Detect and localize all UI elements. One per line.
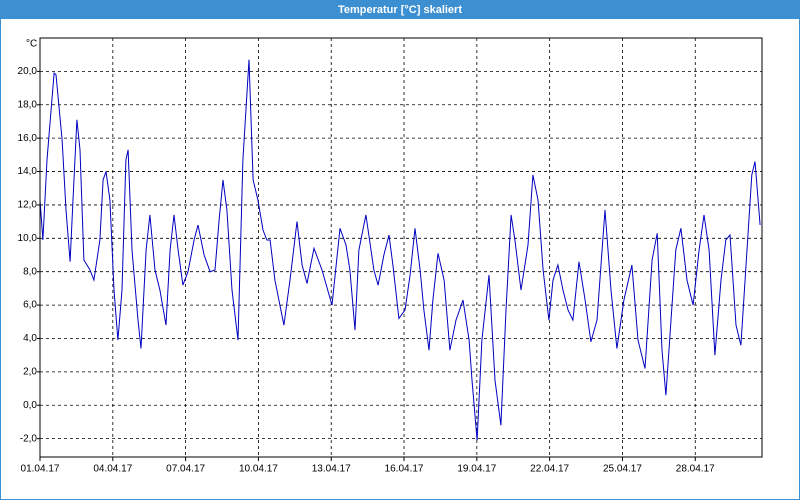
y-tick-label: 6,0: [23, 300, 37, 311]
y-tick-label: 20,0: [18, 66, 38, 77]
y-tick-label: 18,0: [18, 99, 38, 110]
y-tick-label: 14,0: [18, 166, 38, 177]
x-tick-label: 25.04.17: [603, 464, 642, 475]
x-tick-label: 22.04.17: [530, 464, 569, 475]
plot-border: [39, 37, 763, 458]
y-tick-label: 12,0: [18, 200, 38, 211]
line-series: [39, 59, 761, 441]
x-tick-label: 28.04.17: [676, 464, 715, 475]
chart-title: Temperatur [°C] skaliert: [1, 1, 799, 19]
y-tick-label: 2,0: [23, 367, 37, 378]
y-tick-label: 10,0: [18, 233, 38, 244]
plot-area: [40, 38, 762, 457]
y-tick-label: 0,0: [23, 400, 37, 411]
x-tick-label: 13.04.17: [312, 464, 351, 475]
x-tick-label: 04.04.17: [93, 464, 132, 475]
x-tick-label: 01.04.17: [21, 464, 60, 475]
y-tick-label: 16,0: [18, 133, 38, 144]
x-tick-label: 07.04.17: [166, 464, 205, 475]
x-tick-label: 19.04.17: [457, 464, 496, 475]
y-axis-label: °C: [26, 39, 37, 50]
y-tick-label: 8,0: [23, 266, 37, 277]
x-tick-label: 10.04.17: [239, 464, 278, 475]
x-tick-label: 16.04.17: [385, 464, 424, 475]
y-tick-label: -2,0: [20, 433, 38, 444]
chart: °C -2,0 0,0 2,0 4,0 6,0 8,0 10,0 12,0 14,0 16,0 18…: [18, 37, 763, 475]
y-tick-label: 4,0: [23, 333, 37, 344]
